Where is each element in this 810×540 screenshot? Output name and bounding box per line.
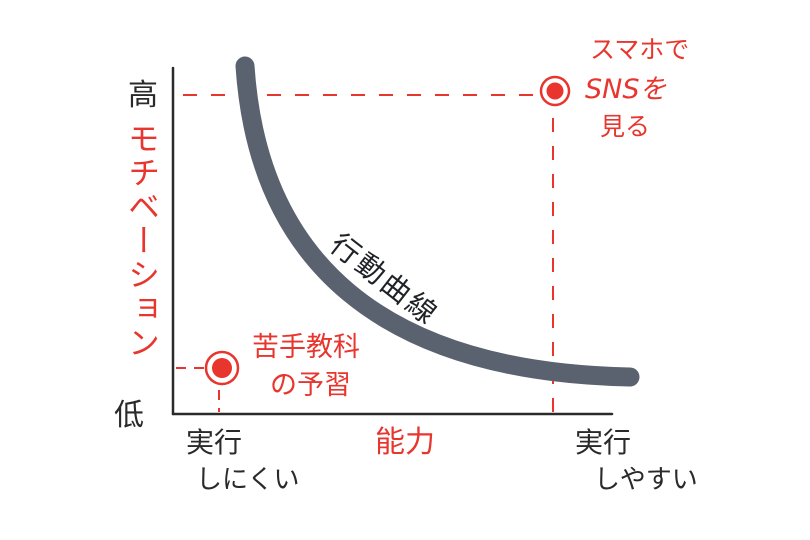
- high-point-label-line1: スマホで: [590, 35, 689, 64]
- y-axis-high-label: 高: [128, 78, 158, 113]
- high-point-label-line3: 見る: [600, 112, 650, 141]
- x-axis-left-label-line1: 実行: [186, 426, 242, 459]
- y-axis-low-label: 低: [114, 398, 144, 433]
- high-point-marker: [539, 75, 571, 107]
- high-point-label-line2: SNSを: [585, 74, 666, 105]
- action-curve: [235, 56, 640, 387]
- low-point-marker: [204, 350, 240, 386]
- low-point-label-line1: 苦手教科: [252, 332, 360, 363]
- x-axis-left-label-line2: しにくい: [196, 465, 299, 495]
- y-axis-title: モチベーション: [123, 122, 161, 360]
- low-point-label-line2: の予習: [270, 370, 351, 401]
- x-axis-title: 能力: [375, 425, 435, 460]
- x-axis-right-label-line2: しやすい: [594, 465, 698, 495]
- x-axis-right-label-line1: 実行: [575, 426, 631, 459]
